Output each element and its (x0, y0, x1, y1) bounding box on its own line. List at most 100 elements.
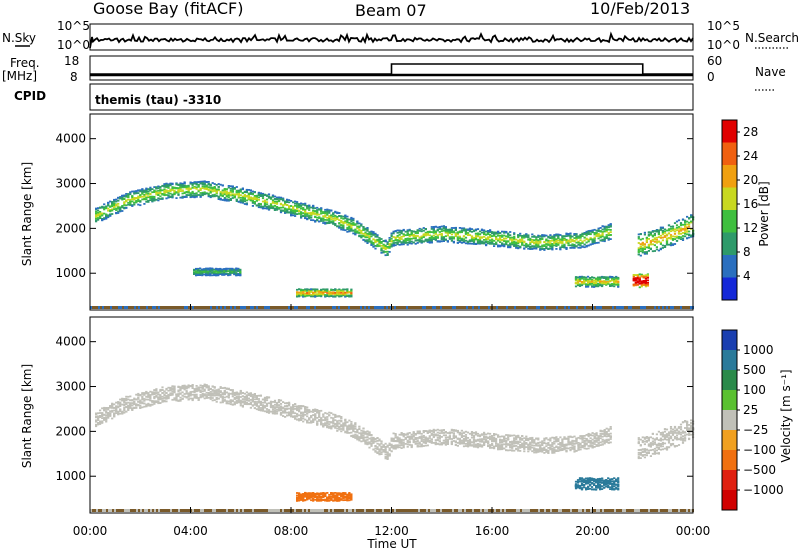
power-echo-cell (436, 234, 439, 237)
power-echo-cell (410, 231, 413, 234)
power-echo-cell (203, 192, 206, 195)
power-echo-cell (123, 202, 126, 205)
power-echo-cell (489, 230, 492, 232)
power-echo-cell (275, 207, 279, 210)
power-ground-cell (90, 306, 92, 309)
velocity-echo-cell (215, 392, 218, 395)
velocity-echo-cell (197, 399, 200, 401)
velocity-echo-cell (203, 393, 206, 396)
power-echo-cell (636, 277, 639, 279)
power-echo-cell (197, 184, 200, 187)
power-echo-cell (686, 220, 689, 223)
power-echo-cell (585, 285, 588, 288)
power-echo-cell (237, 273, 240, 275)
power-echo-cell (253, 191, 256, 194)
power-ground-cell (294, 306, 296, 309)
freq-label: Freq. (10, 56, 40, 70)
velocity-echo-cell (143, 405, 146, 408)
power-echo-cell (340, 290, 343, 293)
power-echo-cell (261, 195, 265, 198)
power-echo-cell (99, 206, 102, 209)
power-echo-cell (487, 233, 490, 236)
power-echo-cell (298, 288, 301, 291)
power-echo-cell (340, 217, 343, 219)
velocity-echo-cell (231, 392, 234, 395)
power-echo-cell (328, 210, 331, 212)
velocity-echo-cell (253, 401, 256, 404)
power-echo-cell (489, 241, 492, 244)
power-ground-cell (350, 306, 352, 309)
power-echo-cell (478, 242, 482, 244)
velocity-echo-cell (115, 405, 118, 408)
velocity-echo-cell (155, 388, 158, 390)
power-echo-cell (675, 226, 679, 229)
power-echo-cell (513, 244, 516, 246)
power-echo-cell (644, 285, 647, 288)
power-echo-cell (219, 183, 222, 186)
velocity-echo-cell (284, 411, 287, 414)
power-echo-cell (396, 236, 399, 238)
power-echo-cell (642, 284, 645, 286)
power-echo-cell (543, 245, 546, 247)
power-echo-cell (239, 194, 242, 197)
power-echo-cell (675, 229, 679, 231)
velocity-echo-cell (245, 397, 248, 399)
power-echo-cell (378, 241, 381, 244)
power-echo-cell (129, 191, 132, 194)
power-ground-cell (674, 306, 676, 309)
power-echo-cell (577, 241, 580, 244)
power-echo-cell (342, 288, 345, 291)
power-ground-cell (566, 306, 568, 309)
power-echo-cell (430, 235, 433, 238)
power-echo-cell (581, 245, 584, 248)
power-echo-cell (271, 194, 275, 197)
power-echo-cell (585, 234, 588, 237)
power-ground-cell (254, 306, 256, 309)
velocity-echo-cell (105, 407, 108, 409)
power-echo-cell (551, 246, 554, 248)
power-echo-cell (593, 276, 596, 279)
power-ground-cell (504, 306, 506, 309)
power-echo-cell (344, 293, 347, 296)
power-ground-cell (494, 306, 496, 309)
power-echo-cell (255, 204, 258, 207)
velocity-echo-cell (123, 408, 126, 411)
velocity-echo-cell (111, 417, 114, 420)
power-echo-cell (388, 239, 391, 241)
power-echo-cell (231, 193, 234, 196)
velocity-echo-cell (245, 399, 248, 402)
power-echo-cell (195, 192, 198, 195)
power-ground-cell (298, 306, 300, 309)
power-echo-cell (336, 291, 339, 294)
power-echo-cell (563, 246, 566, 249)
power-echo-cell (454, 235, 457, 237)
velocity-echo-cell (133, 401, 136, 404)
power-echo-cell (308, 212, 311, 214)
power-echo-cell (229, 274, 232, 276)
power-echo-cell (539, 248, 542, 251)
power-echo-cell (362, 229, 365, 231)
power-echo-cell (288, 201, 291, 204)
power-echo-cell (609, 275, 612, 278)
power-echo-cell (265, 198, 269, 201)
power-echo-cell (609, 280, 612, 282)
velocity-echo-cell (119, 412, 122, 415)
power-ground-cell (112, 306, 114, 309)
velocity-echo-cell (179, 396, 182, 399)
power-echo-cell (129, 198, 132, 201)
velocity-echo-cell (255, 395, 258, 397)
power-echo-cell (362, 232, 365, 235)
power-echo-cell (597, 280, 600, 282)
velocity-echo-cell (223, 396, 226, 399)
power-echo-cell (332, 212, 335, 214)
velocity-echo-cell (195, 385, 198, 387)
power-echo-cell (458, 227, 461, 229)
velocity-echo-cell (123, 411, 126, 414)
power-ground-cell (326, 306, 328, 309)
power-echo-cell (659, 241, 662, 244)
velocity-echo-cell (165, 388, 168, 391)
velocity-echo-cell (169, 392, 172, 395)
power-echo-cell (241, 199, 244, 202)
power-echo-cell (330, 293, 333, 296)
velocity-echo-cell (253, 403, 256, 406)
